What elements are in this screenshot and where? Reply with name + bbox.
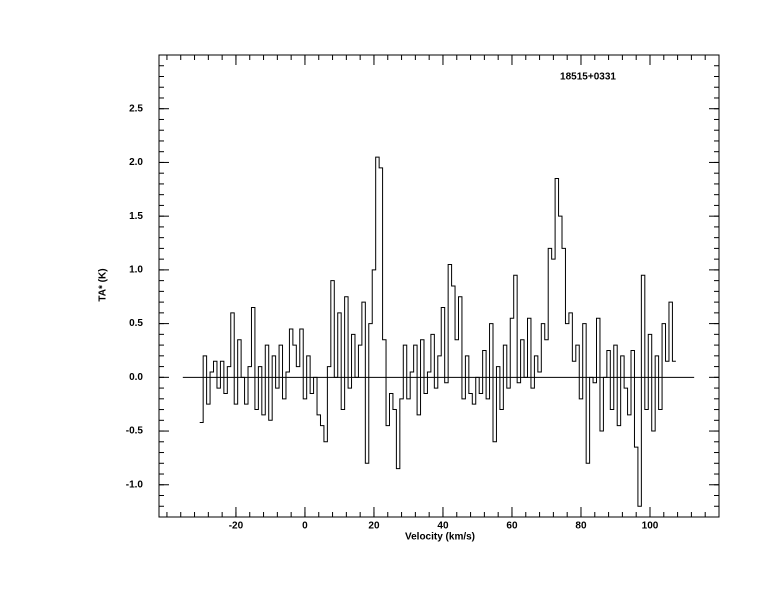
- x-tick-label: 80: [575, 521, 587, 532]
- y-tick-label: 2.0: [129, 157, 143, 168]
- chart-title: 18515+0331: [560, 72, 616, 83]
- x-tick-label: 100: [642, 521, 659, 532]
- y-tick-label: 1.0: [129, 265, 143, 276]
- y-tick-label: 2.5: [129, 103, 143, 114]
- y-tick-label: 0.5: [129, 318, 143, 329]
- y-tick-label: 1.5: [129, 211, 143, 222]
- x-tick-label: -20: [229, 521, 244, 532]
- y-axis-label: TA* (K): [98, 268, 109, 301]
- y-tick-label: -0.5: [126, 426, 144, 437]
- x-tick-label: 40: [437, 521, 449, 532]
- y-tick-label: 0.0: [129, 372, 143, 383]
- plot-frame: [158, 54, 720, 518]
- x-tick-label: 60: [506, 521, 518, 532]
- x-tick-label: 0: [302, 521, 308, 532]
- y-tick-label: -1.0: [126, 479, 144, 490]
- x-axis-label: Velocity (km/s): [405, 532, 475, 543]
- x-tick-label: 20: [368, 521, 380, 532]
- spectrum-line: [199, 156, 676, 507]
